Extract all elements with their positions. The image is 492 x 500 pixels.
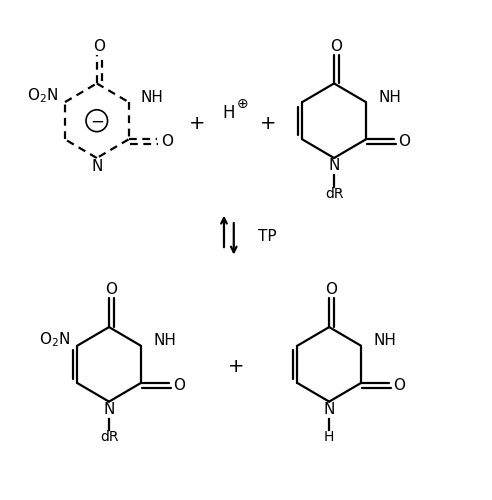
Text: O: O bbox=[161, 134, 173, 150]
Text: N: N bbox=[323, 402, 335, 416]
Text: O: O bbox=[326, 282, 338, 298]
Text: O$_2$N: O$_2$N bbox=[39, 330, 70, 349]
Text: dR: dR bbox=[325, 187, 343, 201]
Text: NH: NH bbox=[378, 90, 401, 104]
Text: O$_2$N: O$_2$N bbox=[27, 87, 58, 106]
Text: H: H bbox=[222, 104, 235, 122]
Text: TP: TP bbox=[258, 228, 277, 244]
Text: ⊕: ⊕ bbox=[236, 98, 248, 112]
Text: O: O bbox=[331, 38, 342, 54]
Text: +: + bbox=[189, 114, 205, 132]
Text: H: H bbox=[324, 430, 335, 444]
Text: NH: NH bbox=[141, 90, 164, 104]
Text: −: − bbox=[90, 112, 104, 130]
Text: O: O bbox=[393, 378, 405, 393]
Text: O: O bbox=[173, 378, 185, 393]
Text: N: N bbox=[91, 160, 102, 174]
Text: N: N bbox=[103, 402, 115, 416]
Text: NH: NH bbox=[153, 333, 176, 348]
Text: O: O bbox=[398, 134, 410, 150]
Text: N: N bbox=[328, 158, 340, 173]
Text: NH: NH bbox=[373, 333, 396, 348]
Text: O: O bbox=[105, 282, 118, 298]
Text: +: + bbox=[228, 358, 245, 376]
Text: dR: dR bbox=[100, 430, 118, 444]
Text: +: + bbox=[260, 114, 277, 132]
Text: O: O bbox=[93, 39, 105, 54]
